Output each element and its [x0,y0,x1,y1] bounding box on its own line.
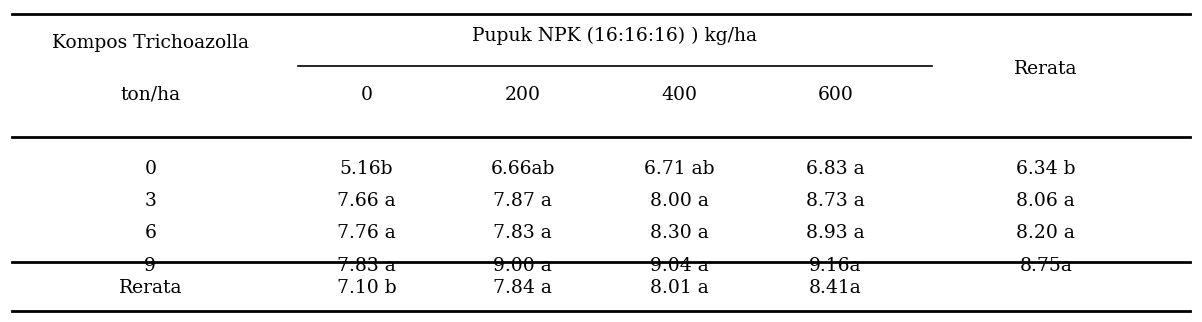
Text: 8.00 a: 8.00 a [650,192,708,210]
Text: 6.71 ab: 6.71 ab [644,160,714,178]
Text: 6: 6 [144,224,156,242]
Text: 7.83 a: 7.83 a [338,257,395,275]
Text: 6.34 b: 6.34 b [1016,160,1076,178]
Text: 7.10 b: 7.10 b [337,279,397,297]
Text: 400: 400 [661,86,697,104]
Text: ton/ha: ton/ha [120,86,180,104]
Text: 7.83 a: 7.83 a [494,224,552,242]
Text: 9.16a: 9.16a [809,257,862,275]
Text: 8.01 a: 8.01 a [650,279,708,297]
Text: 0: 0 [144,160,156,178]
Text: 7.84 a: 7.84 a [494,279,552,297]
Text: 200: 200 [505,86,541,104]
Text: 7.87 a: 7.87 a [494,192,552,210]
Text: Pupuk NPK (16:16:16) ) kg/ha: Pupuk NPK (16:16:16) ) kg/ha [472,26,757,44]
Text: 8.30 a: 8.30 a [650,224,708,242]
Text: 5.16b: 5.16b [340,160,393,178]
Text: 8.20 a: 8.20 a [1017,224,1075,242]
Text: 8.93 a: 8.93 a [807,224,864,242]
Text: 6.66ab: 6.66ab [490,160,555,178]
Text: 3: 3 [144,192,156,210]
Text: 7.66 a: 7.66 a [338,192,395,210]
Text: 0: 0 [361,86,373,104]
Text: 9: 9 [144,257,156,275]
Text: 8.73 a: 8.73 a [807,192,864,210]
Text: 9.00 a: 9.00 a [494,257,552,275]
Text: 9.04 a: 9.04 a [650,257,708,275]
Text: 8.06 a: 8.06 a [1017,192,1075,210]
Text: 8.41a: 8.41a [809,279,862,297]
Text: 8.75a: 8.75a [1019,257,1072,275]
Text: Rerata: Rerata [1014,60,1077,78]
Text: 7.76 a: 7.76 a [338,224,395,242]
Text: 600: 600 [817,86,853,104]
Text: Kompos Trichoazolla: Kompos Trichoazolla [52,34,249,52]
Text: 6.83 a: 6.83 a [807,160,864,178]
Text: Rerata: Rerata [119,279,182,297]
